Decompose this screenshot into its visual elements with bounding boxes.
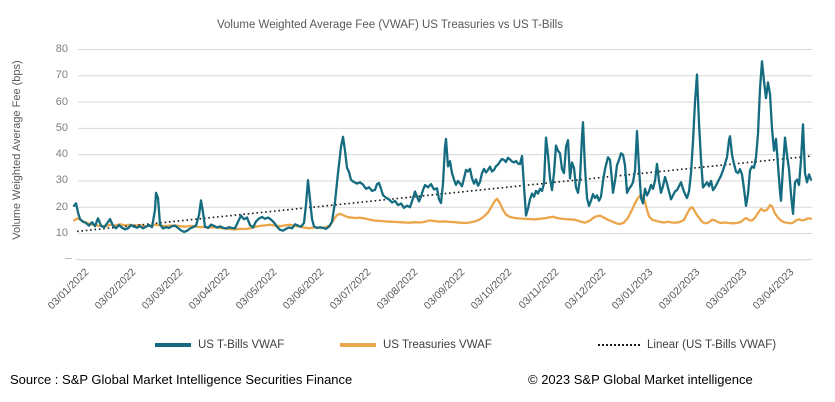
linear-trend-swatch-icon [598, 344, 640, 346]
copyright-text: © 2023 S&P Global Market intelligence [528, 372, 753, 387]
t-bills-line-swatch-icon [155, 343, 191, 347]
y-tick-label: 70 [55, 69, 68, 82]
y-tick-label: 30 [55, 174, 68, 187]
series-line-0 [72, 60, 813, 234]
legend-label: US T-Bills VWAF [198, 339, 285, 351]
y-tick-label: 20 [55, 200, 68, 213]
y-tick-label: 40 [55, 148, 68, 161]
chart-title: Volume Weighted Average Fee (VWAF) US Tr… [217, 19, 563, 31]
y-tick-label: 60 [55, 95, 68, 108]
legend-item-linear-trend: Linear (US T-Bills VWAF) [598, 339, 776, 351]
treasuries-line-swatch-icon [340, 343, 376, 347]
y-tick-label: 80 [55, 43, 68, 55]
legend-label: Linear (US T-Bills VWAF) [647, 339, 777, 351]
y-tick-label: 10 [55, 227, 68, 239]
legend-label: US Treasuries VWAF [383, 339, 492, 351]
legend-item-us-treasuries-vwaf: US Treasuries VWAF [340, 339, 492, 351]
legend-item-us-t-bills-vwaf: US T-Bills VWAF [155, 339, 284, 351]
y-tick-label: 50 [55, 121, 68, 134]
series-line-1 [72, 193, 813, 231]
source-text: Source : S&P Global Market Intelligence … [10, 372, 353, 387]
